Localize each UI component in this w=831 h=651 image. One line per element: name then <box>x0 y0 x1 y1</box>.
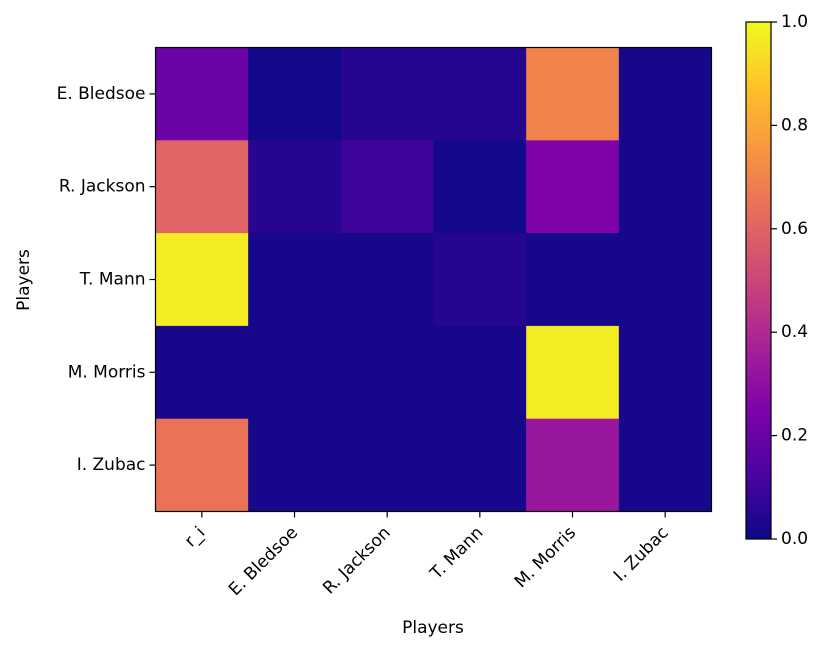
heatmap-cell <box>340 140 434 234</box>
x-tick-label: R. Jackson <box>319 523 394 598</box>
heatmap-cell <box>248 325 342 420</box>
colorbar-ticks: 0.0 0.2 0.4 0.6 0.8 1.0 <box>771 12 808 549</box>
colorbar: 0.0 0.2 0.4 0.6 0.8 1.0 <box>745 12 808 549</box>
x-tick-label: T. Mann <box>426 523 487 584</box>
y-tick-label: R. Jackson <box>59 177 146 197</box>
y-axis-label: Players <box>14 249 34 311</box>
heatmap-cell <box>433 325 527 420</box>
x-axis-ticks: r_i E. Bledsoe R. Jackson T. Mann M. Morris I… <box>181 511 673 600</box>
heatmap-cell <box>248 140 342 234</box>
x-tick-label: r_i <box>181 523 209 551</box>
heatmap-cell <box>340 325 434 420</box>
heatmap-cell <box>248 233 342 327</box>
heatmap-cell <box>526 418 620 512</box>
colorbar-gradient <box>745 21 772 540</box>
heatmap-cells <box>155 47 712 512</box>
heatmap-cell <box>248 47 342 141</box>
y-tick-label: I. Zubac <box>77 455 146 475</box>
heatmap-cell <box>618 325 712 420</box>
heatmap-cell <box>155 233 249 327</box>
colorbar-tick-label: 0.0 <box>781 529 808 549</box>
heatmap-cell <box>433 418 527 512</box>
heatmap-cell <box>433 140 527 234</box>
y-tick-label: T. Mann <box>79 270 146 290</box>
y-tick-label: M. Morris <box>68 362 146 382</box>
heatmap-cell <box>618 47 712 141</box>
heatmap-cell <box>433 47 527 141</box>
x-tick-label: E. Bledsoe <box>225 523 302 600</box>
heatmap-cell <box>340 418 434 512</box>
heatmap-cell <box>155 47 249 141</box>
heatmap-cell <box>618 233 712 327</box>
x-tick-label: I. Zubac <box>610 523 673 586</box>
y-tick-label: E. Bledsoe <box>57 84 146 104</box>
heatmap-cell <box>526 233 620 327</box>
heatmap-cell <box>526 140 620 234</box>
colorbar-tick-label: 0.2 <box>781 426 808 446</box>
y-axis-ticks: E. Bledsoe R. Jackson T. Mann M. Morris I. Z… <box>57 84 156 475</box>
colorbar-tick-label: 0.8 <box>781 115 808 135</box>
heatmap-cell <box>526 325 620 420</box>
x-axis-label: Players <box>402 618 464 638</box>
heatmap-cell <box>155 325 249 420</box>
heatmap-cell <box>618 140 712 234</box>
colorbar-tick-label: 1.0 <box>781 12 808 32</box>
heatmap-cell <box>340 233 434 327</box>
x-tick-label: M. Morris <box>511 523 580 592</box>
heatmap-cell <box>433 233 527 327</box>
heatmap-cell <box>618 418 712 512</box>
heatmap-cell <box>526 47 620 141</box>
heatmap-cell <box>340 47 434 141</box>
heatmap-cell <box>248 418 342 512</box>
colorbar-tick-label: 0.4 <box>781 322 808 342</box>
colorbar-tick-label: 0.6 <box>781 219 808 239</box>
heatmap-cell <box>155 140 249 234</box>
heatmap-cell <box>155 418 249 512</box>
